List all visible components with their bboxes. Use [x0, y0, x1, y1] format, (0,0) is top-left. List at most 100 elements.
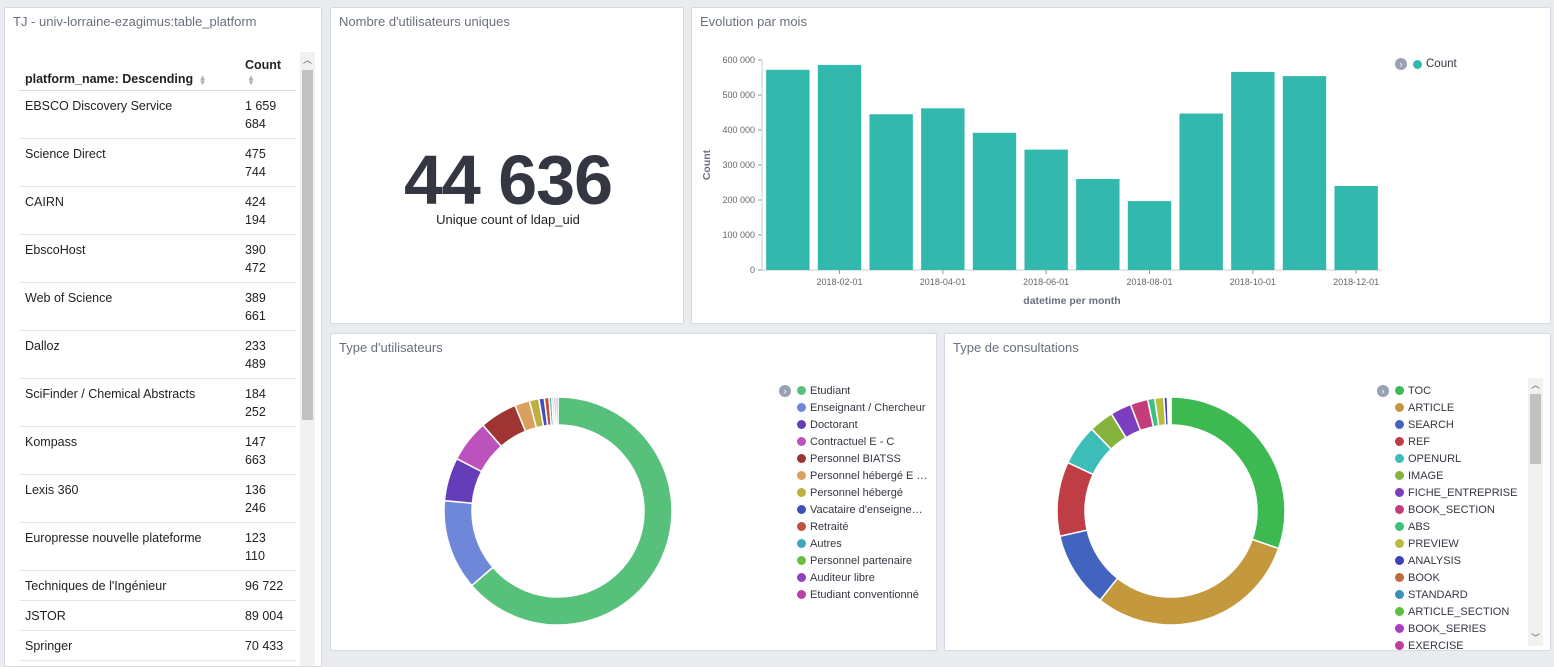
pie-slice[interactable] [1060, 530, 1118, 600]
platform-name-cell[interactable]: CAIRN [19, 187, 239, 235]
platform-name-cell[interactable]: Techniques de l'Ingénieur [19, 571, 239, 601]
bar[interactable] [869, 114, 912, 270]
platform-name-cell[interactable]: Web of Science [19, 283, 239, 331]
legend-label[interactable]: Count [1426, 58, 1457, 70]
legend-item[interactable]: Personnel partenaire [797, 552, 931, 569]
bar[interactable] [1231, 72, 1274, 270]
legend-item[interactable]: ARTICLE_SECTION [1395, 603, 1530, 620]
platform-name-cell[interactable]: SciFinder / Chemical Abstracts [19, 379, 239, 427]
legend-item[interactable]: BOOK [1395, 569, 1530, 586]
legend-swatch [1395, 522, 1404, 531]
pie-slice[interactable] [1170, 397, 1171, 425]
platform-name-cell[interactable]: JSTOR [19, 601, 239, 631]
pie-slice[interactable] [1100, 539, 1279, 625]
sort-icon: ▲▼ [199, 75, 207, 85]
platform-name-cell[interactable]: EBSCO Discovery Service [19, 91, 239, 139]
legend-label: BOOK [1408, 572, 1440, 584]
legend-toggle-icon[interactable]: › [1395, 58, 1407, 70]
legend-item[interactable]: BOOK_SECTION [1395, 501, 1530, 518]
legend-item[interactable]: Etudiant conventionné [797, 586, 931, 603]
platform-table-wrapper: platform_name: Descending ▲▼ Count ▲▼ EB… [19, 52, 296, 667]
legend-swatch [797, 505, 806, 514]
bar[interactable] [766, 70, 809, 270]
pie-slice[interactable] [1057, 463, 1093, 537]
legend-item[interactable]: REF [1395, 433, 1530, 450]
platform-name-cell[interactable]: Lexis 360 [19, 475, 239, 523]
legend-swatch [1395, 488, 1404, 497]
count-value: 475 [245, 147, 266, 161]
legend-item[interactable]: SEARCH [1395, 416, 1530, 433]
table-scrollbar[interactable]: ︿ [300, 52, 315, 667]
platform-name-cell[interactable]: Wiley [19, 661, 239, 667]
platform-name-cell[interactable]: EbscoHost [19, 235, 239, 283]
y-tick-label: 200 000 [722, 195, 755, 205]
legend-toggle-icon[interactable]: › [1377, 385, 1389, 397]
legend-item[interactable]: Etudiant [797, 382, 931, 399]
legend-item[interactable]: ABS [1395, 518, 1530, 535]
table-panel: TJ - univ-lorraine-ezagimus:table_platfo… [4, 7, 322, 667]
bar[interactable] [1179, 114, 1222, 270]
legend-item[interactable]: BOOK_SERIES [1395, 620, 1530, 637]
platform-name-cell[interactable]: Springer [19, 631, 239, 661]
legend-item[interactable]: Retraité [797, 518, 931, 535]
scrollbar-thumb[interactable] [1530, 394, 1541, 464]
legend-item[interactable]: Auditeur libre [797, 569, 931, 586]
sort-icon: ▲▼ [247, 75, 255, 85]
bar[interactable] [973, 133, 1016, 270]
y-tick-label: 600 000 [722, 55, 755, 65]
legend-scrollbar[interactable]: ︿ ﹀ [1528, 378, 1543, 646]
column-header-platform-name-label: platform_name: Descending [25, 72, 193, 86]
legend-item[interactable]: Contractuel E - C [797, 433, 931, 450]
platform-name-cell[interactable]: Dalloz [19, 331, 239, 379]
legend-item[interactable]: STANDARD [1395, 586, 1530, 603]
column-header-platform-name[interactable]: platform_name: Descending ▲▼ [19, 52, 239, 91]
legend-item[interactable]: OPENURL [1395, 450, 1530, 467]
legend-item[interactable]: Personnel hébergé [797, 484, 931, 501]
legend-item[interactable]: Personnel hébergé E - C [797, 467, 931, 484]
legend-item[interactable]: ANALYSIS [1395, 552, 1530, 569]
legend-item[interactable]: Vacataire d'enseignement [797, 501, 931, 518]
legend-item[interactable]: Enseignant / Chercheur [797, 399, 931, 416]
metric-label: Unique count of ldap_uid [331, 212, 684, 227]
scroll-down-icon[interactable]: ﹀ [1528, 631, 1543, 646]
legend-label: Retraité [810, 521, 849, 533]
legend-item[interactable]: ARTICLE [1395, 399, 1530, 416]
legend-item[interactable]: Personnel BIATSS [797, 450, 931, 467]
legend-item[interactable]: FICHE_ENTREPRISE [1395, 484, 1530, 501]
scroll-up-icon[interactable]: ︿ [1528, 378, 1543, 393]
bar[interactable] [1024, 150, 1067, 270]
count-value-wrap: 472 [245, 261, 266, 275]
bar[interactable] [818, 65, 861, 270]
pie-slice[interactable] [1171, 397, 1285, 549]
bar[interactable] [1283, 76, 1326, 270]
legend-label: Enseignant / Chercheur [810, 402, 926, 414]
count-cell: 70 433 [239, 631, 296, 661]
legend-toggle-icon[interactable]: › [779, 385, 791, 397]
bar[interactable] [1128, 201, 1171, 270]
bar[interactable] [1076, 179, 1119, 270]
bar[interactable] [921, 108, 964, 270]
scrollbar-thumb[interactable] [302, 70, 313, 420]
legend-item[interactable]: EXERCISE [1395, 637, 1530, 651]
pie-slice[interactable] [556, 397, 558, 425]
platform-name-cell[interactable]: Science Direct [19, 139, 239, 187]
legend-label: Vacataire d'enseignement [810, 504, 931, 516]
legend-item[interactable]: Doctorant [797, 416, 931, 433]
column-header-count[interactable]: Count ▲▼ [239, 52, 296, 91]
legend-item[interactable]: TOC [1395, 382, 1530, 399]
legend-item[interactable]: Autres [797, 535, 931, 552]
legend-item[interactable]: IMAGE [1395, 467, 1530, 484]
legend-item[interactable]: PREVIEW [1395, 535, 1530, 552]
platform-name-cell[interactable]: Kompass [19, 427, 239, 475]
pie-slice[interactable] [444, 501, 493, 586]
scroll-up-icon[interactable]: ︿ [300, 52, 315, 68]
x-tick-label: 2018-06-01 [1023, 277, 1069, 287]
bar[interactable] [1334, 186, 1377, 270]
platform-name-cell[interactable]: Europresse nouvelle plateforme [19, 523, 239, 571]
